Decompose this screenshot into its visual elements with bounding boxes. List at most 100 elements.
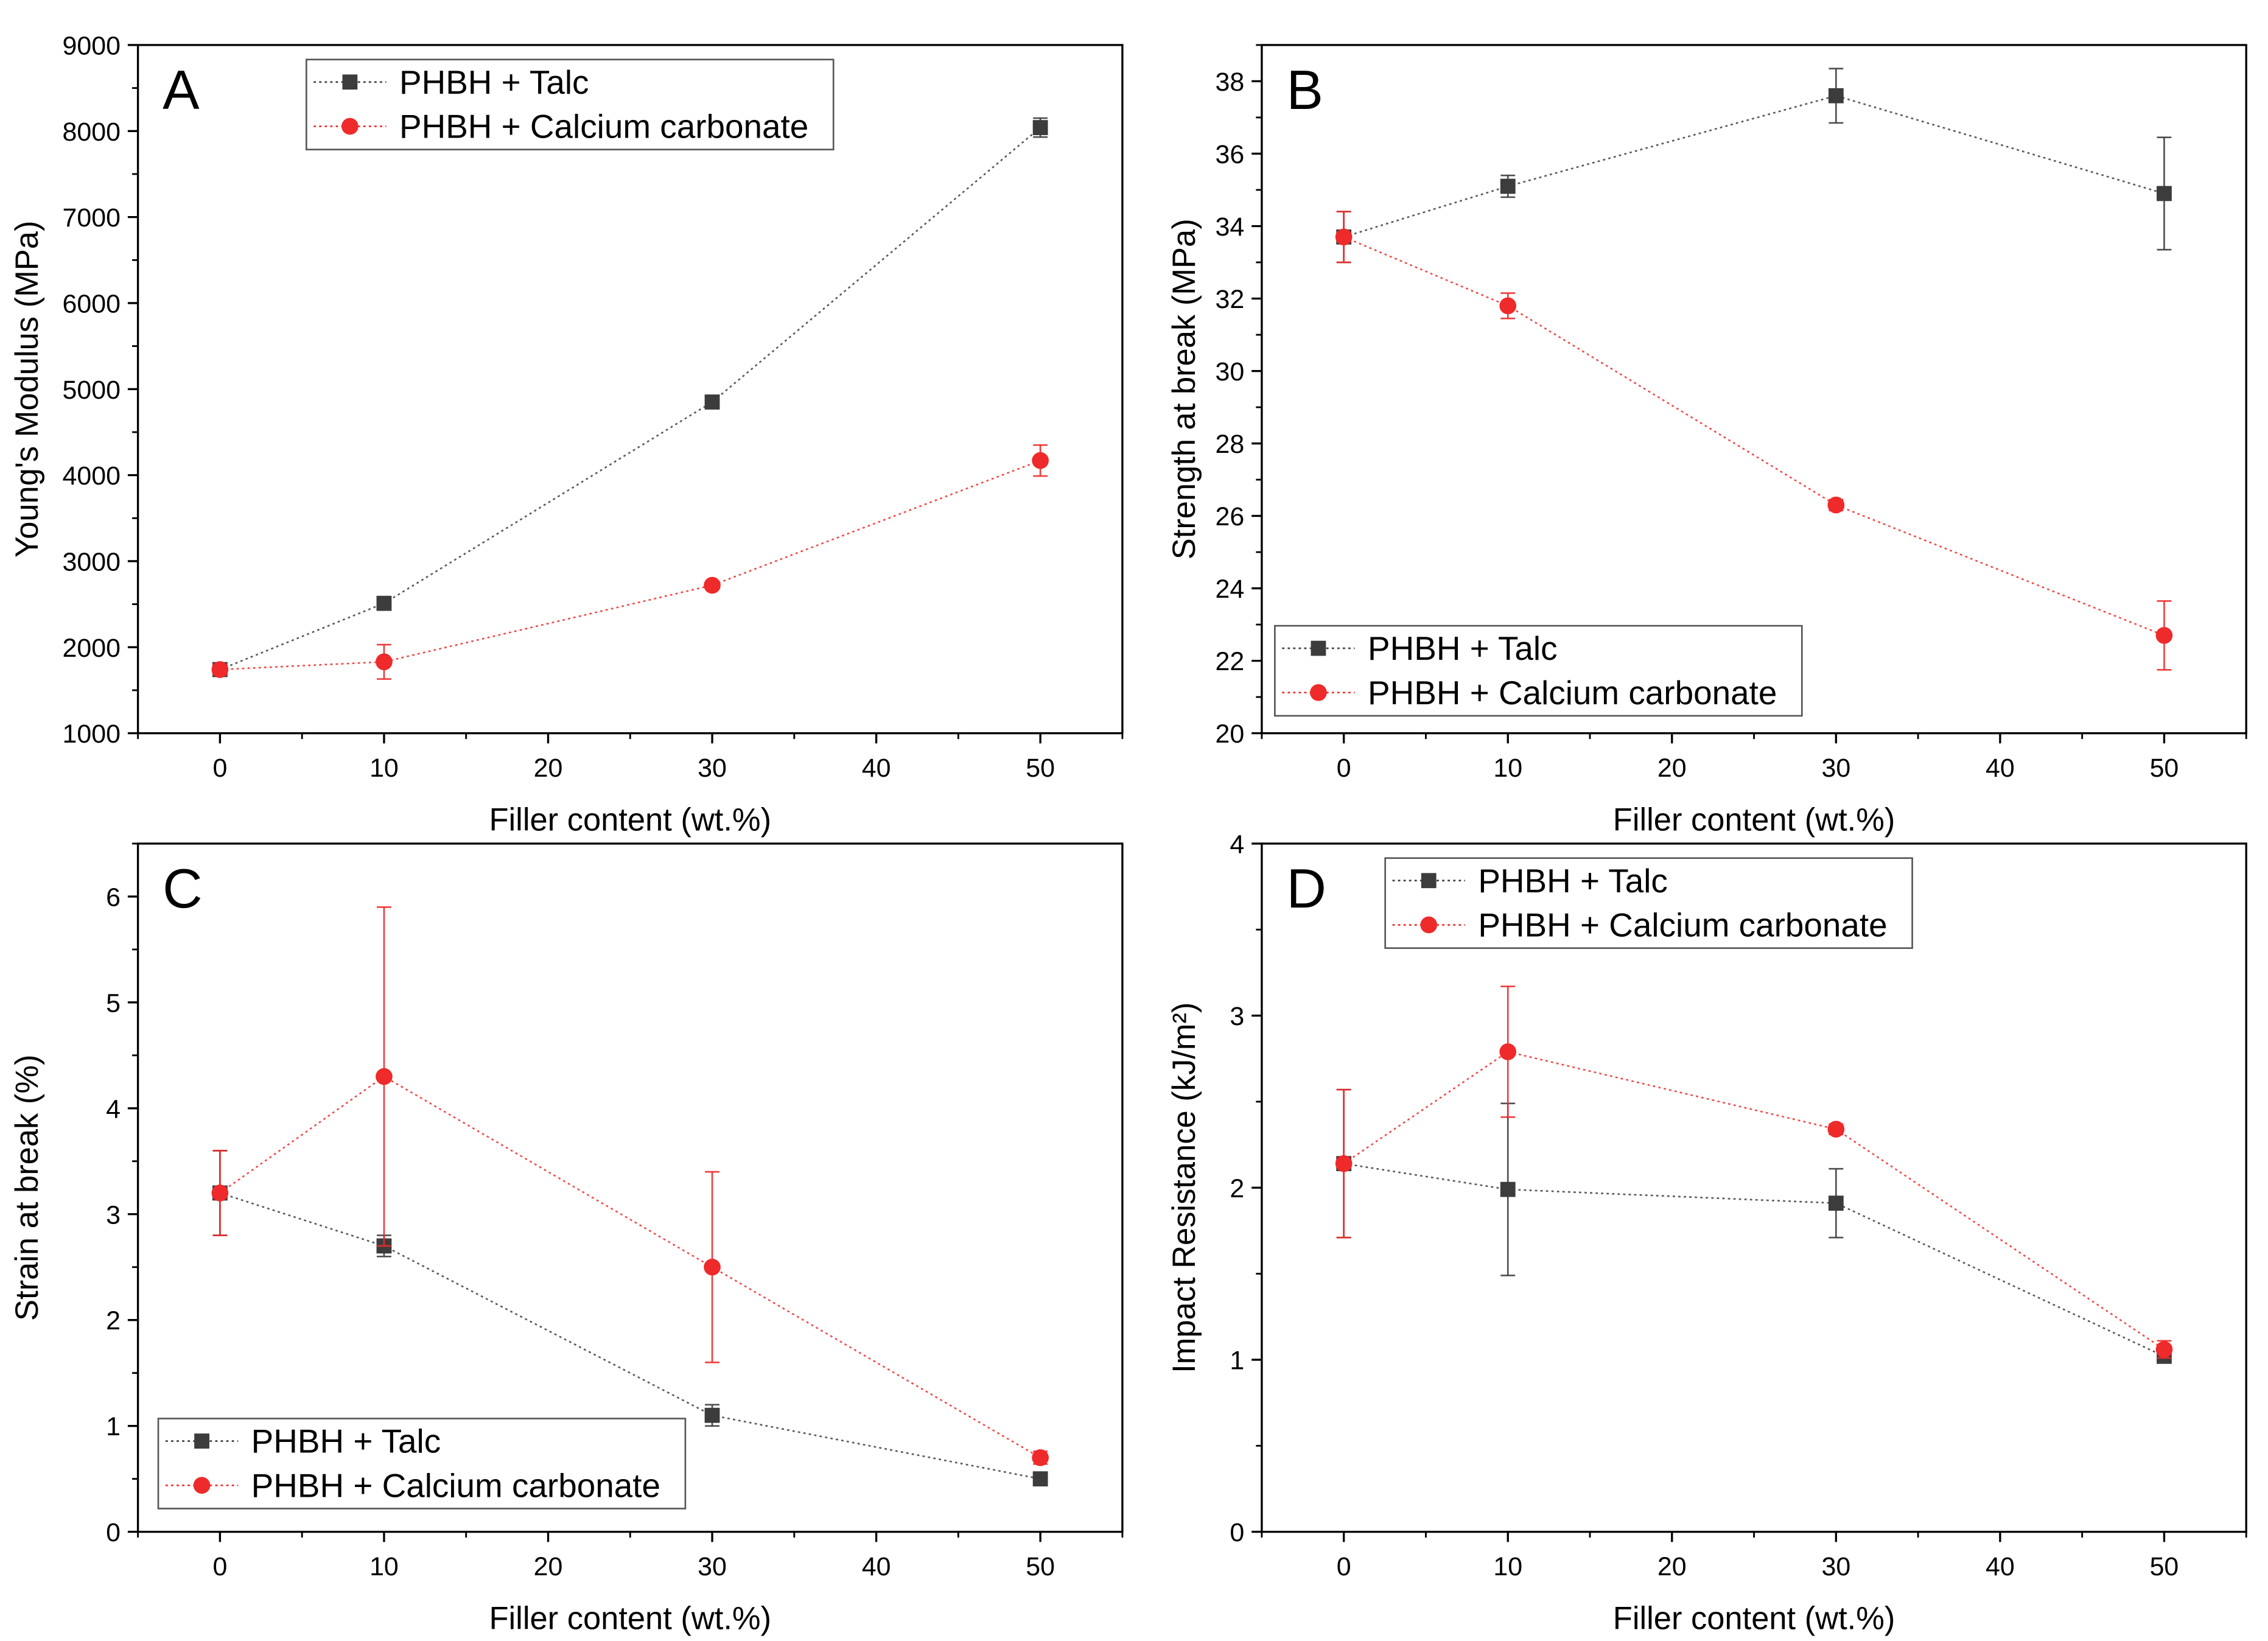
data-point (704, 576, 721, 594)
y-tick-label: 38 (1216, 68, 1245, 97)
x-tick-label: 30 (698, 754, 727, 783)
x-tick-label: 40 (1986, 1552, 2015, 1581)
y-tick-label: 6000 (62, 289, 121, 318)
series-line (1343, 94, 2165, 238)
legend-box (1274, 625, 1803, 717)
data-point (376, 1068, 393, 1085)
y-tick-label: 26 (1216, 502, 1245, 531)
y-tick-label: 3000 (62, 547, 121, 576)
x-tick-label: 20 (534, 754, 563, 783)
legend-label: PHBH + Talc (1478, 862, 1668, 900)
chart-panel-c: 0 10 20 30 40 50 0 1 2 3 4 5 6 Filler content (wt.%) S… (10, 842, 1124, 1636)
data-point (1032, 120, 1048, 136)
data-point (1032, 1449, 1049, 1466)
x-tick-label: 30 (698, 1552, 727, 1581)
x-axis-label: Filler content (wt.%) (489, 1601, 771, 1636)
data-point (1500, 178, 1516, 194)
y-tick-label: 1 (1230, 1346, 1244, 1375)
y-tick-label: 2000 (62, 634, 121, 663)
panel-label: B (1286, 60, 1323, 121)
y-tick-label: 20 (1216, 719, 1245, 749)
series-line (219, 1076, 1041, 1458)
x-tick-label: 0 (1337, 1552, 1351, 1581)
chart-panel-d: 0 10 20 30 40 50 0 1 2 3 4 Filler content (wt.%) Imp… (1167, 830, 2247, 1636)
series-calcium-carbonate (1335, 985, 2173, 1359)
legend-label: PHBH + Calcium carbonate (399, 108, 808, 145)
x-axis-label: Filler content (wt.%) (1613, 802, 1895, 838)
y-tick-label: 3 (106, 1200, 121, 1230)
x-tick-label: 10 (369, 1552, 399, 1581)
legend: PHBH + Talc PHBH + Calcium carbonate (157, 1418, 687, 1510)
y-axis-label: Strength at break (MPa) (1167, 219, 1202, 559)
y-axis-label: Young's Modulus (MPa) (10, 221, 45, 558)
legend-marker (342, 74, 358, 90)
x-tick-label: 50 (2150, 1552, 2179, 1581)
data-point (1499, 1043, 1517, 1060)
y-tick-label: 0 (1230, 1518, 1244, 1547)
x-tick-label: 20 (1657, 1552, 1687, 1581)
data-point (704, 394, 720, 410)
x-tick-label: 20 (1657, 754, 1687, 783)
data-point (704, 1407, 720, 1423)
series-talc (1336, 1088, 2172, 1364)
y-tick-label: 4 (1230, 830, 1244, 859)
legend-marker (341, 117, 359, 135)
x-tick-label: 10 (1493, 754, 1522, 783)
legend-marker (1421, 873, 1437, 889)
panel-label: C (163, 858, 202, 920)
series-line (1343, 236, 2165, 637)
data-point (211, 661, 229, 678)
x-axis-label: Filler content (wt.%) (1613, 1601, 1895, 1636)
y-tick-label: 22 (1216, 647, 1245, 676)
legend-label: PHBH + Calcium carbonate (1368, 674, 1777, 712)
legend-label: PHBH + Talc (399, 63, 589, 101)
y-tick-label: 1 (106, 1412, 121, 1441)
x-tick-label: 30 (1821, 754, 1850, 783)
x-tick-label: 30 (1821, 1552, 1850, 1581)
legend-box (157, 1418, 687, 1510)
y-tick-label: 8000 (62, 117, 121, 147)
y-tick-label: 30 (1216, 357, 1245, 387)
data-point (376, 595, 392, 611)
x-tick-label: 40 (862, 1552, 891, 1581)
data-point (1499, 297, 1517, 315)
data-point (1828, 88, 1844, 103)
x-tick-label: 0 (1337, 754, 1351, 783)
legend-label: PHBH + Calcium carbonate (1478, 906, 1887, 944)
x-tick-label: 10 (369, 754, 399, 783)
y-tick-label: 4 (106, 1094, 121, 1124)
x-tick-label: 50 (1026, 1552, 1055, 1581)
panel-label: A (163, 60, 200, 121)
data-point (1032, 452, 1049, 469)
data-point (704, 1258, 721, 1276)
y-axis-label: Impact Resistance (kJ/m²) (1167, 1002, 1202, 1373)
y-tick-label: 9000 (62, 31, 121, 60)
data-point (376, 653, 393, 671)
x-tick-label: 40 (862, 754, 891, 783)
series-calcium-carbonate (211, 444, 1049, 680)
data-point (1335, 228, 1353, 246)
data-point (2157, 186, 2172, 201)
legend-box (306, 58, 835, 151)
y-tick-label: 34 (1216, 212, 1245, 242)
legend-box (1384, 857, 1913, 949)
data-point (2155, 1341, 2173, 1358)
y-tick-label: 32 (1216, 285, 1245, 314)
y-tick-label: 28 (1216, 430, 1245, 459)
y-tick-label: 2 (106, 1306, 121, 1335)
series-calcium-carbonate (1335, 211, 2173, 671)
y-tick-label: 3 (1230, 1002, 1244, 1031)
legend-marker (194, 1433, 209, 1449)
x-tick-label: 20 (534, 1552, 563, 1581)
legend-label: PHBH + Calcium carbonate (251, 1466, 660, 1504)
y-tick-label: 7000 (62, 203, 121, 233)
data-point (211, 1184, 229, 1202)
data-point (1335, 1155, 1353, 1172)
y-tick-label: 0 (106, 1518, 121, 1547)
series-calcium-carbonate (211, 906, 1049, 1466)
legend: PHBH + Talc PHBH + Calcium carbonate (1274, 625, 1803, 717)
series-line (1343, 1051, 2165, 1351)
y-tick-label: 5 (106, 988, 121, 1018)
series-line (220, 460, 1041, 671)
